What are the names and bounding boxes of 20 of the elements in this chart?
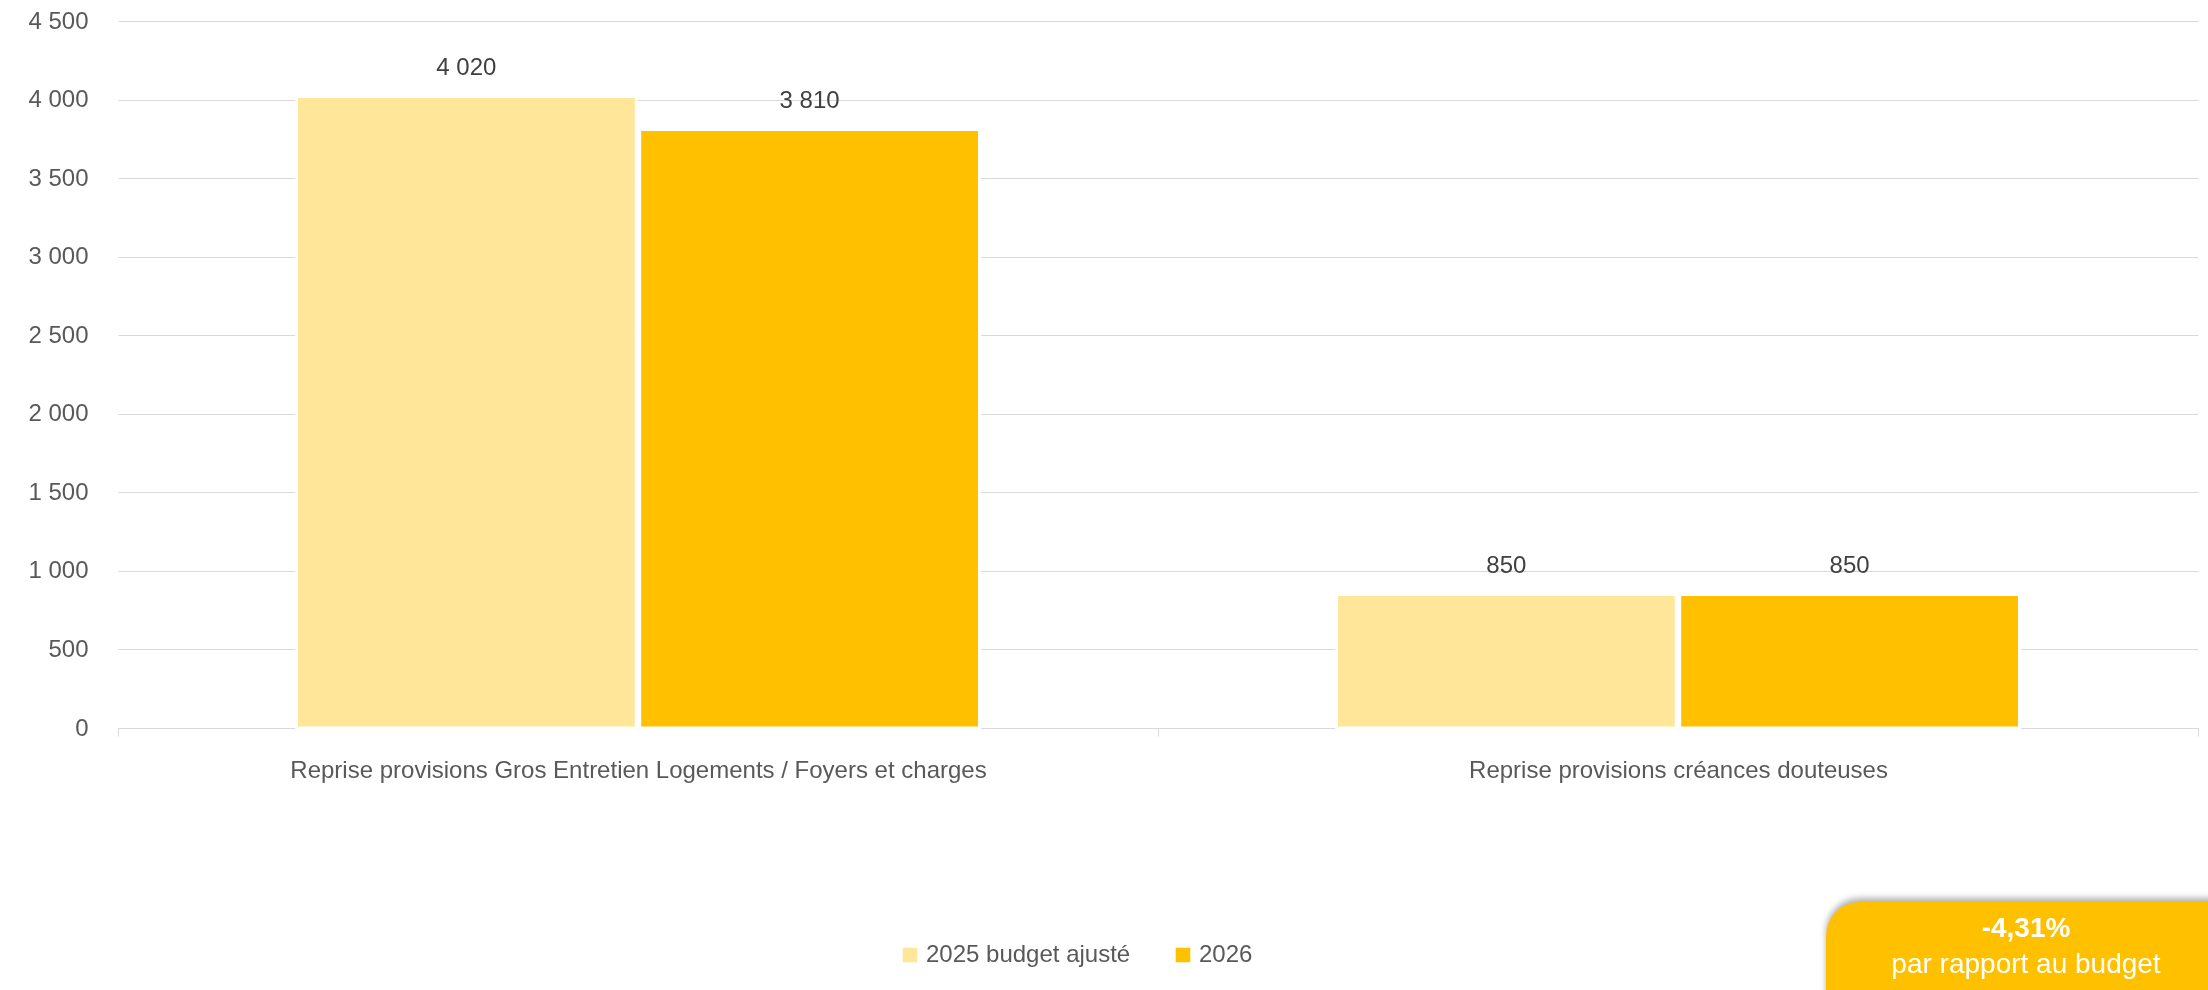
- legend-label: 2025 budget ajusté: [926, 940, 1131, 967]
- y-tick-label: 0: [75, 713, 89, 741]
- y-tick-label: 4 500: [28, 6, 89, 34]
- text: par rapport au budget: [1891, 948, 2161, 979]
- data-label: 4 020: [436, 53, 497, 81]
- x-tick-label: Reprise provisions créances douteuses: [1469, 755, 1888, 783]
- y-tick-label: 1 000: [28, 556, 89, 584]
- y-tick-label: 3 000: [28, 242, 89, 270]
- x-tick-label: Reprise provisions Gros Entretien Logements / Foyers et charges: [290, 755, 987, 783]
- y-tick-label: 500: [48, 634, 89, 662]
- y-tick-label: 3 500: [28, 163, 89, 191]
- y-tick-label: 4 000: [28, 85, 89, 113]
- data-label: 850: [1829, 551, 1870, 579]
- data-label: 850: [1486, 551, 1527, 579]
- data-label: 3 810: [779, 86, 840, 114]
- text: -4,31%: [1980, 911, 2072, 945]
- legend-label: 2026: [1199, 940, 1253, 967]
- y-tick-label: 1 500: [28, 477, 89, 505]
- y-tick-label: 2 000: [28, 399, 89, 427]
- y-tick-label: 2 500: [28, 320, 89, 348]
